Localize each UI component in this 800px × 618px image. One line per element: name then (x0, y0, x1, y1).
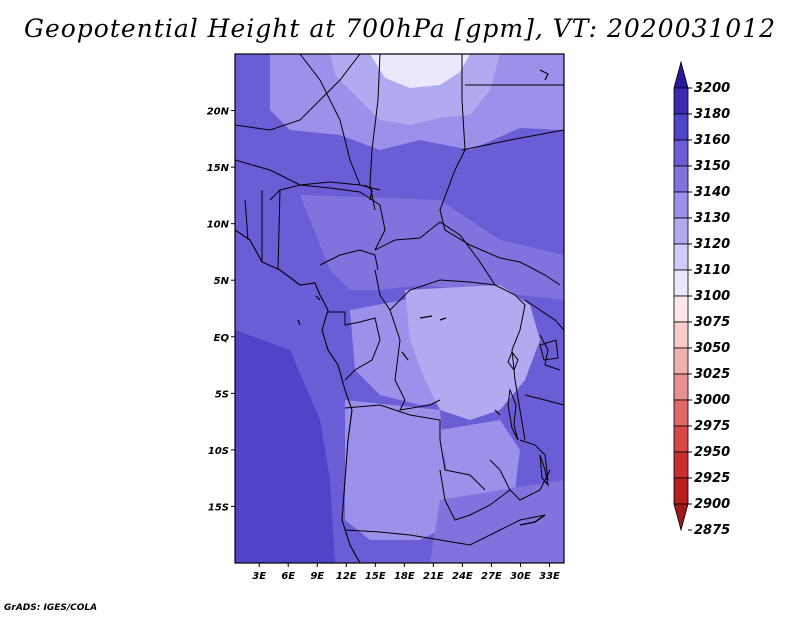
x-tick-label: 15E (365, 571, 386, 582)
colorbar-swatch (673, 425, 689, 453)
colorbar-swatch (673, 243, 689, 271)
colorbar-label: 3050 (694, 341, 730, 356)
colorbar-swatch (673, 113, 689, 141)
colorbar-swatch (673, 87, 689, 115)
colorbar-label: 3120 (694, 237, 730, 252)
field-region-north-top-high (370, 54, 470, 88)
colorbar-label: 3075 (694, 315, 730, 330)
y-tick-label: 5S (215, 389, 229, 400)
colorbar-label: 3180 (694, 107, 730, 122)
x-tick-label: 6E (281, 571, 295, 582)
grads-credit: GrADS: IGES/COLA (4, 603, 98, 613)
colorbar-label: 3140 (694, 185, 730, 200)
colorbar-label: 2900 (694, 497, 730, 512)
colorbar-label: 3150 (694, 159, 730, 174)
x-tick-label: 21E (423, 571, 444, 582)
colorbar-swatch (673, 399, 689, 427)
latitude-axis: 20N 15N 10N 5N EQ 5S 10S 15S (207, 107, 235, 513)
colorbar-swatch (673, 373, 689, 401)
field-region-east-sahel (440, 140, 564, 240)
field-region-southeast (430, 480, 564, 563)
field-region-southwest-ocean (235, 330, 335, 563)
colorbar-top-triangle (673, 60, 689, 89)
colorbar-label: 3100 (694, 289, 730, 304)
field-region-angola (345, 400, 470, 540)
colorbar-label: 3160 (694, 133, 730, 148)
colorbar-swatch (673, 295, 689, 323)
y-tick-label: 20N (207, 107, 230, 118)
longitude-axis: 3E 6E 9E 12E 15E 18E 21E 24E 27E 30E 33E (252, 563, 560, 582)
colorbar-label: 2975 (694, 419, 730, 434)
height-field (235, 54, 564, 563)
y-tick-label: EQ (214, 333, 230, 344)
colorbar-label: 3025 (694, 367, 730, 382)
colorbar: 3200 3180 3160 3150 3140 3130 3120 3110 3100 3075… (673, 60, 730, 538)
x-tick-label: 3E (252, 571, 266, 582)
country-borders (235, 54, 564, 563)
colorbar-swatch (673, 347, 689, 375)
y-tick-label: 15N (207, 163, 230, 174)
colorbar-swatch (673, 217, 689, 245)
colorbar-label: 2875 (694, 523, 730, 538)
colorbar-swatch (673, 139, 689, 167)
colorbar-swatch (673, 165, 689, 193)
colorbar-swatch (673, 477, 689, 505)
y-tick-label: 10S (208, 446, 229, 457)
y-tick-label: 5N (214, 276, 230, 287)
x-tick-label: 27E (481, 571, 502, 582)
chart-title: Geopotential Height at 700hPa [gpm], VT:… (23, 14, 777, 43)
field-region-zambia (440, 420, 520, 500)
colorbar-label: 3200 (694, 81, 730, 96)
x-tick-label: 9E (310, 571, 324, 582)
colorbar-swatch (673, 321, 689, 349)
colorbar-swatch (673, 191, 689, 219)
colorbar-label: 3110 (694, 263, 730, 278)
colorbar-label: 2950 (694, 445, 730, 460)
colorbar-swatch (673, 269, 689, 297)
y-tick-label: 10N (207, 220, 230, 231)
x-tick-label: 33E (539, 571, 560, 582)
colorbar-bottom-triangle (673, 503, 689, 532)
colorbar-label: 2925 (694, 471, 730, 486)
field-region-great-lakes (405, 285, 540, 420)
x-tick-label: 18E (394, 571, 415, 582)
x-tick-label: 12E (336, 571, 357, 582)
x-tick-label: 30E (510, 571, 531, 582)
colorbar-label: 3130 (694, 211, 730, 226)
y-tick-label: 15S (208, 502, 229, 513)
colorbar-label: 3000 (694, 393, 730, 408)
colorbar-swatch (673, 451, 689, 479)
x-tick-label: 24E (452, 571, 473, 582)
field-region-central-africa (300, 195, 564, 300)
plot-frame (234, 53, 565, 564)
